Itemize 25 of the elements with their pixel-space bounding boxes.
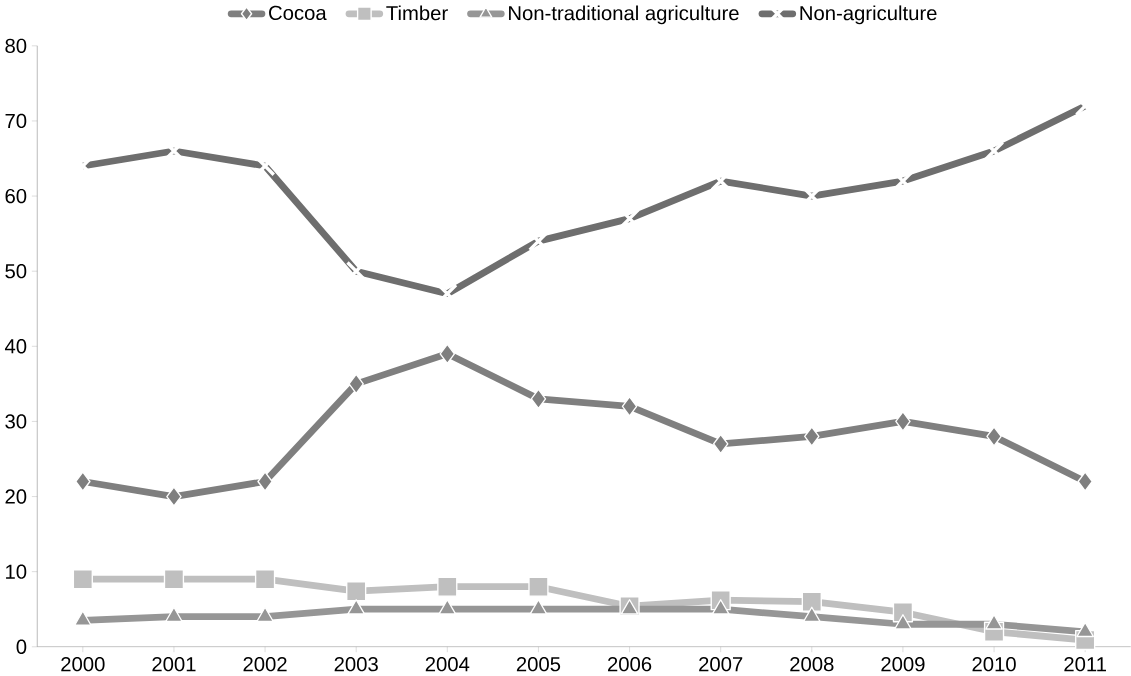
y-tick-label: 70	[5, 113, 27, 129]
legend-label: Timber	[386, 5, 448, 21]
legend-label: Non-agriculture	[800, 5, 937, 25]
x-tick-label: 2003	[334, 657, 378, 672]
y-tick-label: 20	[5, 489, 27, 504]
y-tick-label: 80	[5, 38, 27, 54]
legend-label: Cocoa	[269, 5, 327, 21]
y-tick-label: 10	[6, 564, 27, 579]
y-tick-label: 40	[4, 339, 27, 354]
x-tick-label: 2004	[425, 657, 470, 672]
x-tick-label: 2009	[881, 657, 925, 672]
y-tick-label: 60	[5, 188, 27, 204]
x-tick-label: 2007	[699, 657, 743, 672]
legend-label: Non-traditional agriculture	[509, 5, 739, 25]
y-tick-label: 0	[16, 639, 27, 655]
x-tick-label: 2008	[790, 657, 834, 672]
y-tick-label: 50	[5, 264, 27, 279]
y-tick-label: 30	[5, 414, 27, 429]
x-tick-label: 2010	[972, 657, 1016, 672]
x-tick-label: 2000	[61, 657, 105, 672]
x-tick-label: 2011	[1064, 657, 1106, 672]
x-tick-label: 2002	[243, 657, 287, 672]
x-tick-label: 2005	[516, 657, 561, 672]
x-tick-label: 2001	[152, 657, 196, 672]
x-tick-label: 2006	[608, 657, 652, 672]
